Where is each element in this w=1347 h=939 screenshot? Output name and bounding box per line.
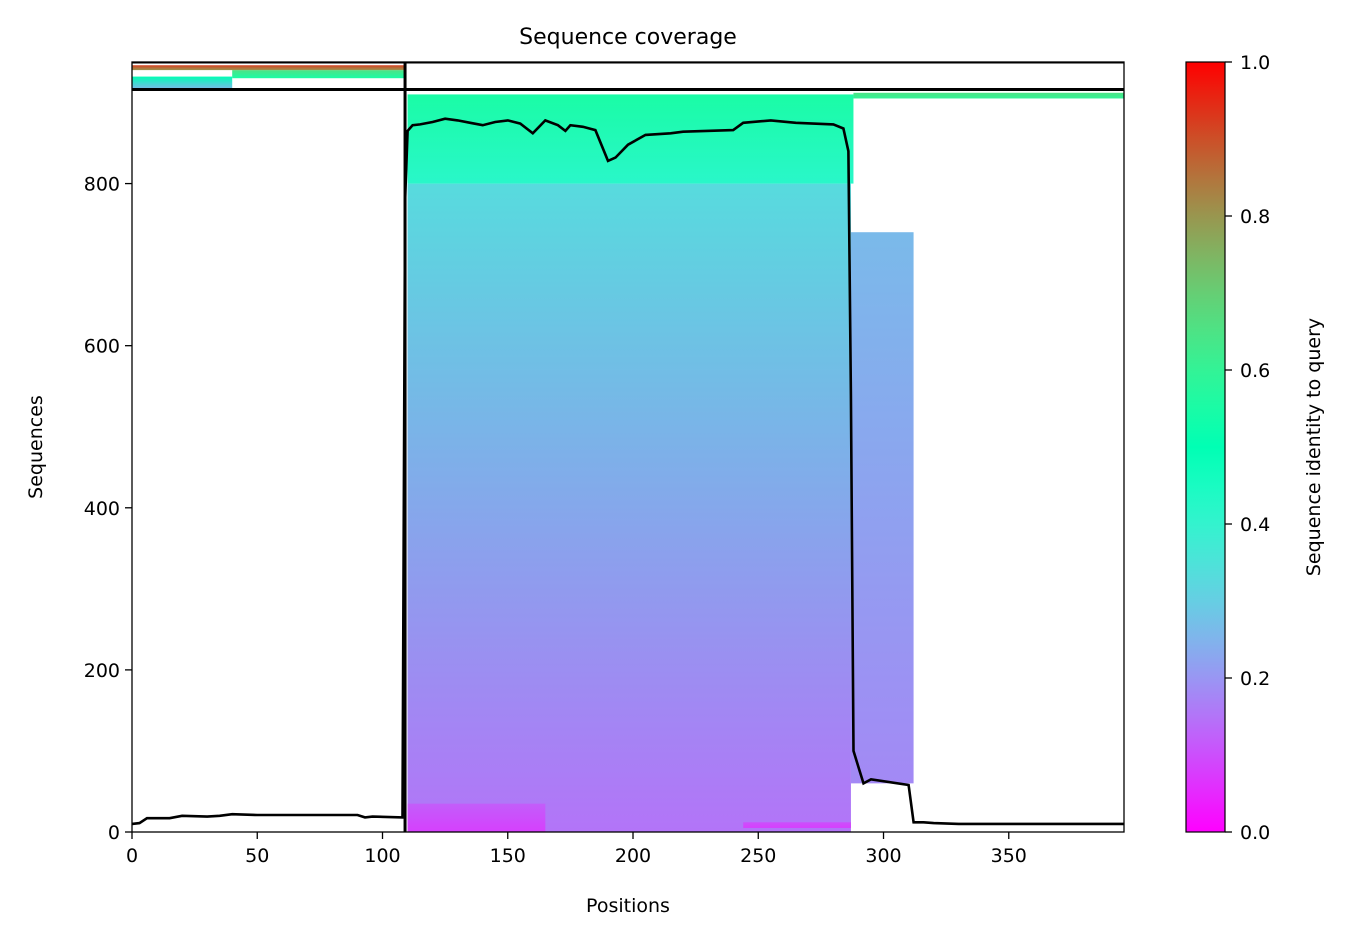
- coverage-block: [850, 232, 914, 784]
- y-tick-label: 0: [108, 822, 120, 844]
- chart-title: Sequence coverage: [519, 25, 737, 50]
- coverage-block: [232, 70, 406, 79]
- y-axis: 0 200 400 600 800: [84, 174, 132, 844]
- colorbar-tick-label: 1.0: [1240, 52, 1270, 74]
- y-tick-label: 600: [84, 336, 120, 358]
- coverage-block: [132, 65, 406, 71]
- plot-area: [131, 61, 1125, 833]
- colorbar-gradient: [1186, 62, 1225, 832]
- coverage-line: [132, 117, 1124, 826]
- x-tick-label: 350: [991, 845, 1027, 867]
- colorbar-tick-label: 0.0: [1240, 822, 1270, 844]
- x-tick-label: 100: [364, 845, 400, 867]
- colorbar-tick-label: 0.6: [1240, 360, 1270, 382]
- colorbar-tick-label: 0.8: [1240, 206, 1270, 228]
- coverage-block: [132, 76, 233, 90]
- coverage-block: [407, 183, 851, 832]
- coverage-block: [853, 92, 1124, 99]
- plot-frame: [131, 61, 1125, 833]
- x-tick-label: 300: [865, 845, 901, 867]
- colorbar-label: Sequence identity to query: [1303, 318, 1325, 576]
- x-tick-label: 200: [615, 845, 651, 867]
- x-axis-label: Positions: [586, 895, 670, 917]
- coverage-blocks: [132, 65, 1124, 832]
- colorbar-ticks: 0.0 0.2 0.4 0.6 0.8 1.0: [1225, 52, 1270, 844]
- colorbar: 0.0 0.2 0.4 0.6 0.8 1.0 Sequence identity to …: [1185, 52, 1325, 844]
- x-tick-label: 150: [490, 845, 526, 867]
- x-tick-label: 0: [126, 845, 138, 867]
- y-tick-label: 200: [84, 660, 120, 682]
- x-axis: 0 50 100 150 200 250 300 350: [126, 832, 1027, 867]
- colorbar-tick-label: 0.4: [1240, 514, 1270, 536]
- coverage-block: [407, 94, 854, 184]
- coverage-block: [743, 822, 851, 828]
- x-tick-label: 250: [740, 845, 776, 867]
- colorbar-frame: [1185, 61, 1226, 833]
- y-tick-label: 800: [84, 174, 120, 196]
- y-axis-label: Sequences: [25, 395, 47, 499]
- y-tick-label: 400: [84, 498, 120, 520]
- coverage-block: [407, 803, 546, 832]
- x-tick-label: 50: [245, 845, 269, 867]
- colorbar-tick-label: 0.2: [1240, 668, 1270, 690]
